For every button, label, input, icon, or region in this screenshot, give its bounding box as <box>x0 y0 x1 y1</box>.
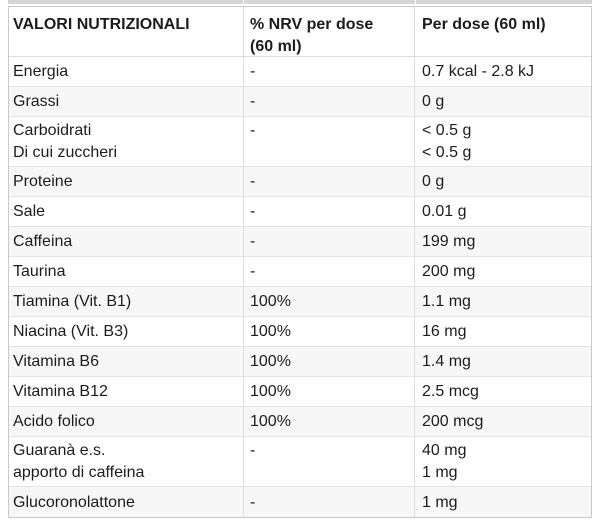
table-row: Vitamina B6 100% 1.4 mg <box>9 347 591 377</box>
column-header-nutrients: VALORI NUTRIZIONALI <box>9 7 244 56</box>
cell-dose: 16 mg <box>422 323 467 340</box>
cell-dose: 0 g <box>422 93 445 110</box>
column-header-per-dose: Per dose (60 ml) <box>422 16 546 33</box>
cell-nrv: - <box>244 437 415 486</box>
cell-dose: 0.01 g <box>422 203 467 220</box>
cell-name: Vitamina B6 <box>9 347 244 376</box>
cell-name: Tiamina (Vit. B1) <box>9 287 244 316</box>
cell-dose: 199 mg <box>422 233 476 250</box>
table-row: Vitamina B12 100% 2.5 mcg <box>9 377 591 407</box>
cell-dose: 1.1 mg <box>422 293 471 310</box>
cell-dose: 0.7 kcal - 2.8 kJ <box>422 63 535 80</box>
cell-dose: 0 g <box>422 173 445 190</box>
cell-name: Niacina (Vit. B3) <box>9 317 244 346</box>
cell-dose: 200 mcg <box>422 413 484 430</box>
table-row: Tiamina (Vit. B1) 100% 1.1 mg <box>9 287 591 317</box>
cropped-band-segment <box>8 0 243 4</box>
table-row: Sale -0.01 g <box>9 197 591 227</box>
table-row: Energia -0.7 kcal - 2.8 kJ <box>9 57 591 87</box>
cell-dose: 1 mg <box>422 493 458 511</box>
table-row: Acido folico 100% 200 mcg <box>9 407 591 437</box>
cell-name: Acido folico <box>9 407 244 436</box>
cell-dose: 2.5 mcg <box>422 383 479 400</box>
cell-name: Carboidrati Di cui zuccheri <box>9 117 244 166</box>
column-header-nrv: % NRV per dose (60 ml) <box>244 7 415 56</box>
cell-nrv: - <box>244 487 415 517</box>
table-row: Guaranà e.s. apporto di caffeina -40 mg 1… <box>9 437 591 487</box>
table-row: Glucoronolattone -1 mg <box>9 487 591 517</box>
cell-nrv: 100% <box>244 347 415 376</box>
cell-name: Taurina <box>9 257 244 286</box>
cell-nrv: - <box>244 87 415 116</box>
cell-name: Proteine <box>9 167 244 196</box>
cell-name: Vitamina B12 <box>9 377 244 406</box>
cell-nrv: - <box>244 197 415 226</box>
cell-dose: 200 mg <box>422 263 476 280</box>
cell-name: Guaranà e.s. apporto di caffeina <box>9 437 244 486</box>
table-row: Taurina -200 mg <box>9 257 591 287</box>
cell-name: Sale <box>9 197 244 226</box>
cell-name: Glucoronolattone <box>9 487 244 517</box>
cell-name: Caffeina <box>9 227 244 256</box>
table-row: Carboidrati Di cui zuccheri - < 0.5 g < 0.… <box>9 117 591 167</box>
cell-nrv: - <box>244 227 415 256</box>
cell-nrv: 100% <box>244 407 415 436</box>
cell-nrv: 100% <box>244 317 415 346</box>
cell-dose: 40 mg 1 mg <box>422 442 467 481</box>
table-row: Proteine -0 g <box>9 167 591 197</box>
cropped-band-segment <box>416 0 592 4</box>
cell-nrv: 100% <box>244 287 415 316</box>
table-body: Energia -0.7 kcal - 2.8 kJ Grassi -0 g Carbo… <box>9 57 591 517</box>
cell-nrv: - <box>244 117 415 166</box>
table-row: Caffeina -199 mg <box>9 227 591 257</box>
cell-nrv: - <box>244 257 415 286</box>
cropped-row-band <box>8 0 592 4</box>
nutrition-table: VALORI NUTRIZIONALI % NRV per dose (60 m… <box>8 6 592 518</box>
table-header-row: VALORI NUTRIZIONALI % NRV per dose (60 m… <box>9 7 591 57</box>
cell-nrv: - <box>244 167 415 196</box>
cropped-band-segment <box>244 0 415 4</box>
table-row: Grassi -0 g <box>9 87 591 117</box>
cell-name: Grassi <box>9 87 244 116</box>
cell-nrv: - <box>244 57 415 86</box>
table-row: Niacina (Vit. B3) 100% 16 mg <box>9 317 591 347</box>
cell-dose: < 0.5 g < 0.5 g <box>422 122 472 161</box>
cell-name: Energia <box>9 57 244 86</box>
cell-dose: 1.4 mg <box>422 353 471 370</box>
cell-nrv: 100% <box>244 377 415 406</box>
